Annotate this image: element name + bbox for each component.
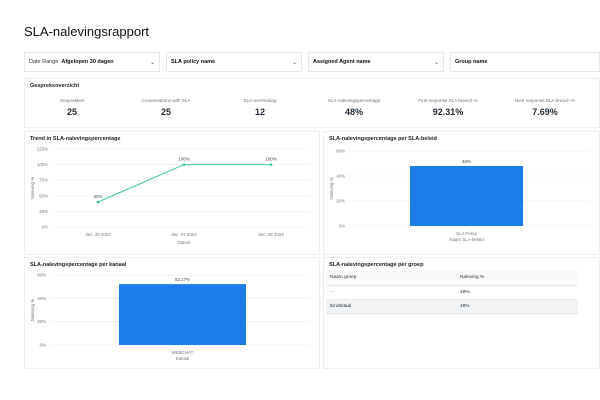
sla-policy-placeholder: SLA policy name: [171, 59, 216, 65]
group-name-cell: ---: [326, 285, 457, 300]
x-axis-label: Kanaal: [176, 356, 190, 361]
y-tick-label: 60%: [37, 273, 46, 278]
y-tick-label: 0%: [40, 343, 46, 348]
compliance-cell: 48%: [456, 285, 578, 300]
y-tick-label: 40%: [37, 296, 46, 301]
kpi-label: SLA-nalevingspercentage: [327, 98, 381, 103]
kpi-value: 7.69%: [532, 107, 558, 117]
filter-bar: Date Range Afgelopen 30 dagen ⌄ SLA poli…: [24, 52, 600, 72]
x-tick-label: dec. 07 2024: [171, 232, 197, 237]
date-range-value: Afgelopen 30 dagen: [61, 59, 114, 65]
y-axis-label: Naleving %: [329, 177, 334, 199]
bar: [410, 166, 523, 226]
kpi-card: Gesprekken 25: [24, 98, 120, 117]
date-range-select[interactable]: Date Range Afgelopen 30 dagen ⌄: [24, 52, 160, 72]
sla-policy-select[interactable]: SLA policy name ⌄: [166, 52, 302, 72]
y-tick-label: 125%: [37, 147, 48, 152]
kpi-value: 25: [160, 107, 171, 117]
group-placeholder: Group name: [455, 59, 488, 65]
x-axis-label: Datum: [178, 240, 191, 245]
group-title: SLA-nalevingspercentage per groep: [329, 262, 424, 268]
col-compliance[interactable]: Naleving %: [456, 271, 578, 286]
kpi-value: 12: [254, 107, 265, 117]
y-tick-label: 20%: [336, 199, 345, 204]
data-point: [96, 200, 100, 204]
table-header-row: Naam groep Naleving %: [326, 271, 578, 286]
chevron-down-icon: ⌄: [433, 59, 439, 66]
data-label: 100%: [265, 157, 276, 162]
kpi-label: First response SLA breach %: [418, 98, 478, 103]
agent-select[interactable]: Assigned Agent name ⌄: [308, 52, 444, 72]
y-tick-label: 0%: [42, 225, 48, 230]
x-axis-label: Naam SLA-beleid: [449, 237, 484, 242]
agent-placeholder: Assigned Agent name: [313, 59, 371, 65]
date-range-label: Date Range: [29, 59, 59, 65]
kpi-card: SLA-nalevingspercentage 48%: [306, 98, 402, 117]
y-axis-label: Naleving %: [30, 299, 35, 321]
kpi-card: SLA-overtreding 12: [212, 98, 308, 117]
group-select[interactable]: Group name: [450, 52, 600, 72]
summary-title: Gespreksoverzicht: [30, 83, 80, 89]
data-point: [182, 163, 186, 166]
data-label: 52.17%: [175, 277, 190, 282]
kpi-value: 92.31%: [432, 107, 464, 117]
group-table: Naam groep Naleving % --- 48% Eindtotaal…: [326, 271, 578, 314]
data-label: 100%: [178, 157, 189, 162]
kpi-card: Next response SLA breach % 7.69%: [497, 98, 593, 117]
y-tick-label: 0%: [339, 224, 345, 229]
y-tick-label: 20%: [37, 319, 46, 324]
trend-chart: 0% 25% 50% 75% 100% 125% Naleving % 40% dec. 29 …: [30, 147, 310, 245]
summary-panel: Gespreksoverzicht: [24, 78, 600, 128]
trend-title: Trend in SLA-nalevingspercentage: [30, 136, 121, 142]
compliance-cell: 48%: [456, 299, 578, 314]
y-tick-label: 25%: [39, 209, 48, 214]
kpi-card: Conversations with SLA 25: [118, 98, 214, 117]
kpi-label: Gesprekken: [59, 98, 85, 103]
kpi-label: Conversations with SLA: [141, 98, 191, 103]
kpi-label: Next response SLA breach %: [514, 98, 575, 103]
x-tick-label: dec. 09 2024: [258, 232, 284, 237]
kpi-value: 48%: [344, 107, 363, 117]
x-tick-label: dec. 29 2024: [85, 232, 111, 237]
bar: [119, 284, 246, 345]
y-tick-label: 60%: [336, 149, 345, 154]
y-tick-label: 100%: [37, 162, 48, 167]
x-tick-label: SLA Policy: [456, 231, 478, 236]
y-tick-label: 40%: [336, 174, 345, 179]
data-label: 40%: [94, 194, 103, 199]
y-tick-label: 75%: [39, 178, 48, 183]
col-group-name[interactable]: Naam groep: [326, 271, 457, 286]
kpi-label: SLA-overtreding: [243, 98, 277, 103]
x-tick-label: WEBCHAT: [172, 350, 194, 355]
table-total-row: Eindtotaal 48%: [326, 299, 578, 314]
data-label: 48%: [462, 159, 471, 164]
data-point: [269, 163, 273, 166]
channel-title: SLA-nalevingspercentage per kanaal: [30, 262, 127, 268]
group-name-cell: Eindtotaal: [326, 299, 457, 314]
chevron-down-icon: ⌄: [291, 59, 297, 66]
trend-panel: Trend in SLA-nalevingspercentage: [24, 131, 320, 255]
y-axis-label: Naleving %: [30, 177, 35, 199]
y-tick-label: 50%: [39, 193, 48, 198]
kpi-card: First response SLA breach % 92.31%: [400, 98, 496, 117]
page-title: SLA-nalevingsrapport: [24, 24, 150, 39]
trend-line: [97, 164, 271, 203]
policy-title: SLA-nalevingspercentage per SLA-beleid: [329, 136, 437, 142]
chevron-down-icon: ⌄: [149, 59, 155, 66]
kpi-value: 25: [66, 107, 77, 117]
table-row: --- 48%: [326, 285, 578, 300]
